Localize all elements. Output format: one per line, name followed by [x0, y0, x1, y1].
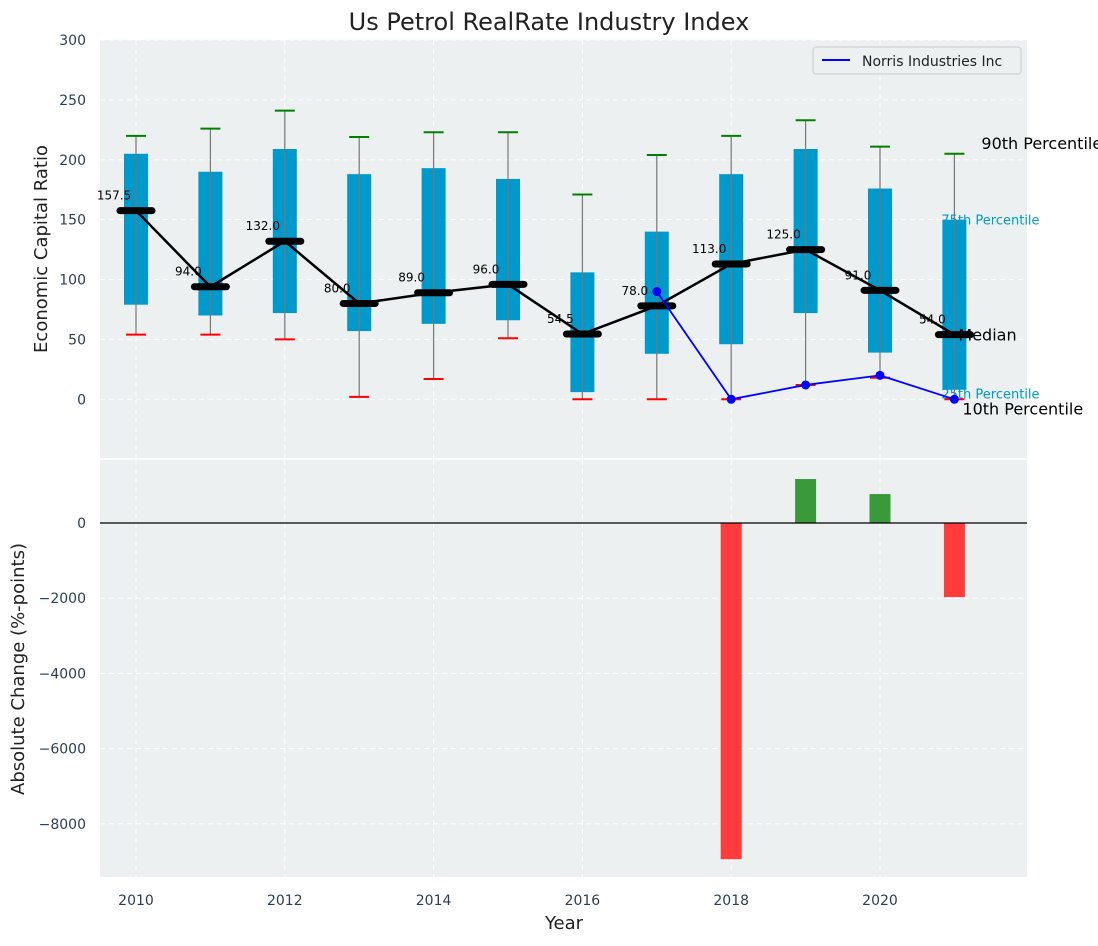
- y-axis-label-bottom: Absolute Change (%-points): [8, 543, 29, 795]
- median-label: 54.5: [547, 312, 574, 326]
- company-point: [875, 370, 885, 380]
- y-tick-label: 0: [77, 516, 86, 532]
- y-tick-label: 200: [59, 153, 86, 169]
- bottom-plot-area: [100, 460, 1027, 877]
- company-point: [801, 380, 811, 390]
- median-label: 54.0: [919, 313, 946, 327]
- company-point: [726, 394, 736, 404]
- change-bar: [943, 523, 965, 598]
- change-bar: [720, 523, 742, 860]
- annotation-10th: 10th Percentile: [962, 399, 1083, 418]
- y-tick-label: −4000: [39, 666, 86, 682]
- y-tick-label: 300: [59, 33, 86, 49]
- x-tick-label: 2014: [416, 893, 452, 909]
- x-tick-label: 2018: [713, 893, 749, 909]
- x-tick-label: 2016: [565, 893, 601, 909]
- y-tick-label: −8000: [39, 817, 86, 833]
- median-label: 94.0: [175, 265, 202, 279]
- y-tick-label: 50: [68, 332, 86, 348]
- y-axis-label-top: Economic Capital Ratio: [31, 145, 52, 353]
- annotation-90th: 90th Percentile: [981, 134, 1098, 153]
- annotation-median: Median: [958, 326, 1016, 345]
- change-bar: [869, 494, 891, 524]
- median-line: [135, 209, 956, 336]
- y-tick-label: 250: [59, 93, 86, 109]
- median-label: 78.0: [621, 284, 648, 298]
- median-label: 80.0: [324, 281, 351, 295]
- company-point: [949, 394, 959, 404]
- annotation-25th: 25th Percentile: [941, 388, 1039, 403]
- median-label: 113.0: [692, 242, 726, 256]
- company-point: [652, 287, 662, 297]
- x-axis-label: Year: [544, 913, 584, 934]
- median-label: 91.0: [845, 268, 872, 282]
- median-label: 132.0: [246, 219, 280, 233]
- median-label: 89.0: [398, 271, 425, 285]
- y-tick-label: 150: [59, 213, 86, 229]
- y-tick-label: −2000: [39, 591, 86, 607]
- legend: Norris Industries Inc: [812, 46, 1022, 75]
- y-tick-label: −6000: [39, 742, 86, 758]
- x-tick-label: 2010: [118, 893, 154, 909]
- legend-label: Norris Industries Inc: [862, 54, 1002, 70]
- x-tick-label: 2012: [267, 893, 303, 909]
- change-bar: [795, 479, 817, 524]
- median-label: 157.5: [97, 189, 131, 203]
- y-tick-label: 0: [77, 392, 86, 408]
- median-label: 125.0: [766, 228, 800, 242]
- chart-title: Us Petrol RealRate Industry Index: [349, 8, 750, 36]
- x-tick-label: 2020: [862, 893, 898, 909]
- median-label: 96.0: [473, 262, 500, 276]
- y-tick-label: 100: [59, 273, 86, 289]
